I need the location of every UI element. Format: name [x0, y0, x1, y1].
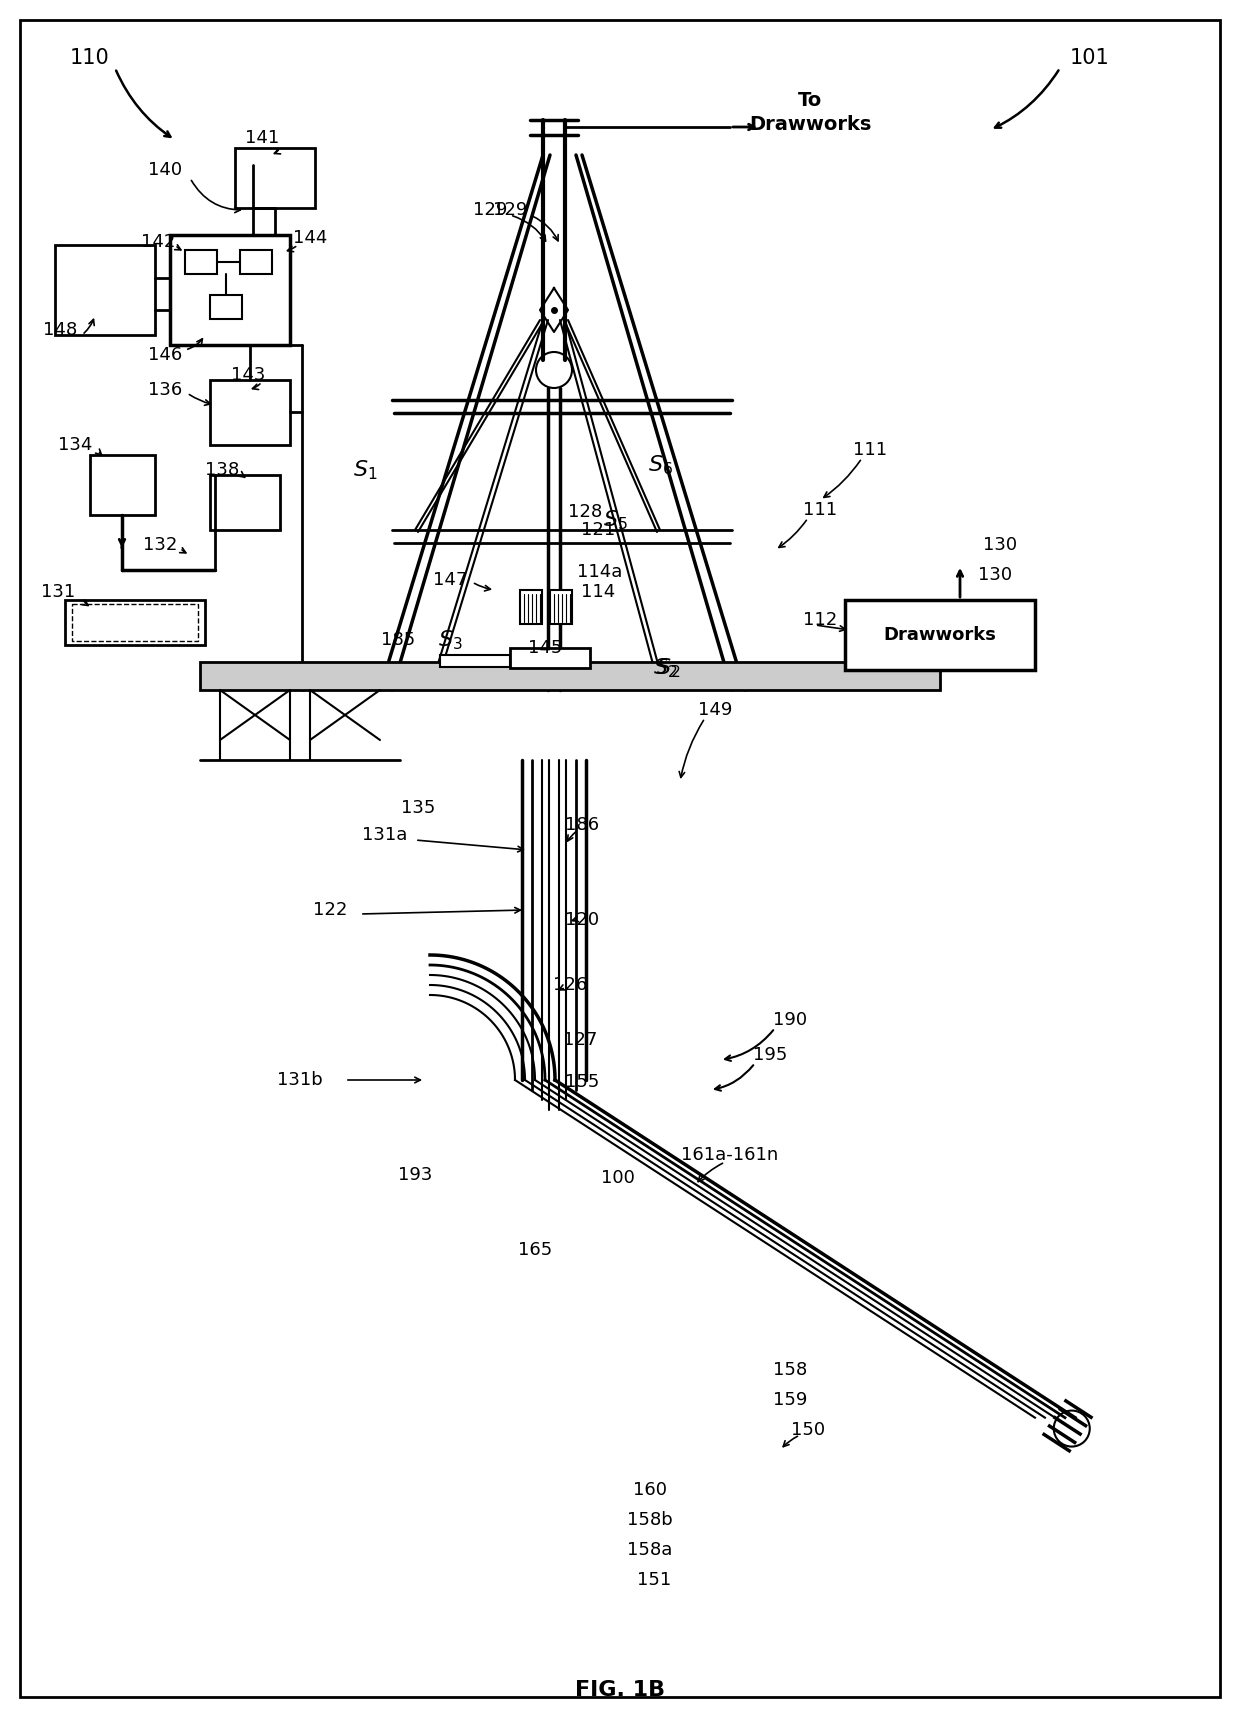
Text: 111: 111	[804, 501, 837, 519]
Text: 112: 112	[802, 611, 837, 628]
Text: 130: 130	[978, 567, 1012, 584]
Text: 127: 127	[563, 1030, 598, 1049]
Text: 190: 190	[773, 1011, 807, 1028]
Bar	[200, 663, 940, 690]
Text: 129: 129	[472, 201, 507, 220]
Text: 155: 155	[564, 1073, 599, 1090]
Text: $S_6$: $S_6$	[647, 453, 672, 477]
Text: 149: 149	[698, 701, 732, 719]
Text: 129: 129	[492, 201, 527, 220]
Text: 121: 121	[580, 520, 615, 539]
Text: 131a: 131a	[362, 826, 408, 845]
Text: 114a: 114a	[578, 563, 622, 580]
Text: 145: 145	[528, 639, 562, 658]
Bar	[440, 654, 510, 666]
Text: 132: 132	[143, 536, 177, 555]
Bar	[510, 647, 590, 668]
Text: 126: 126	[553, 975, 587, 994]
Text: 186: 186	[565, 816, 599, 834]
Text: 100: 100	[601, 1169, 635, 1186]
Text: 143: 143	[231, 366, 265, 385]
Text: 134: 134	[58, 436, 92, 453]
Text: 130: 130	[983, 536, 1017, 555]
Text: 150: 150	[791, 1422, 825, 1439]
Text: 110: 110	[71, 48, 110, 69]
Bar	[210, 379, 290, 445]
Text: 193: 193	[398, 1166, 433, 1185]
Text: Drawworks: Drawworks	[884, 627, 997, 644]
Text: 161a-161n: 161a-161n	[681, 1145, 779, 1164]
Text: 144: 144	[293, 228, 327, 247]
Text: 158: 158	[773, 1362, 807, 1379]
Bar	[236, 148, 315, 208]
Text: $S_1$: $S_1$	[352, 458, 377, 482]
Bar	[210, 476, 280, 531]
Text: $S_2$: $S_2$	[652, 656, 677, 680]
Text: $S_3$: $S_3$	[438, 628, 463, 652]
Text: 185: 185	[381, 632, 415, 649]
Text: 120: 120	[565, 912, 599, 929]
Text: 138: 138	[205, 460, 239, 479]
Bar	[64, 599, 205, 646]
Text: 142: 142	[141, 234, 175, 251]
Text: 111: 111	[853, 441, 887, 458]
Bar	[551, 591, 572, 623]
Text: 165: 165	[518, 1241, 552, 1259]
Text: 195: 195	[753, 1046, 787, 1065]
Text: Drawworks: Drawworks	[749, 115, 872, 134]
Bar	[241, 251, 272, 275]
Text: 140: 140	[148, 161, 182, 179]
Text: 146: 146	[148, 347, 182, 364]
Text: 158a: 158a	[627, 1540, 672, 1559]
Text: 131: 131	[41, 584, 76, 601]
Text: 151: 151	[637, 1571, 671, 1588]
Bar	[55, 246, 155, 335]
Text: 131b: 131b	[277, 1071, 322, 1089]
Text: 160: 160	[632, 1482, 667, 1499]
Bar	[844, 599, 1035, 670]
Text: 122: 122	[312, 901, 347, 919]
Text: 141: 141	[244, 129, 279, 148]
Text: 158b: 158b	[627, 1511, 673, 1530]
Text: 148: 148	[43, 321, 77, 338]
Text: 101: 101	[1070, 48, 1110, 69]
Text: 114: 114	[580, 584, 615, 601]
Bar	[170, 235, 290, 345]
Bar	[210, 295, 242, 319]
Text: $S_5$: $S_5$	[603, 508, 627, 532]
Bar	[520, 591, 542, 623]
Text: To: To	[797, 91, 822, 110]
Text: 128: 128	[568, 503, 603, 520]
Text: 136: 136	[148, 381, 182, 398]
Text: 135: 135	[401, 798, 435, 817]
Bar	[72, 604, 198, 640]
Text: FIG. 1B: FIG. 1B	[575, 1679, 665, 1700]
Bar	[185, 251, 217, 275]
Bar	[91, 455, 155, 515]
Text: 147: 147	[433, 572, 467, 589]
Text: 159: 159	[773, 1391, 807, 1410]
Text: $S_2$: $S_2$	[656, 656, 681, 680]
